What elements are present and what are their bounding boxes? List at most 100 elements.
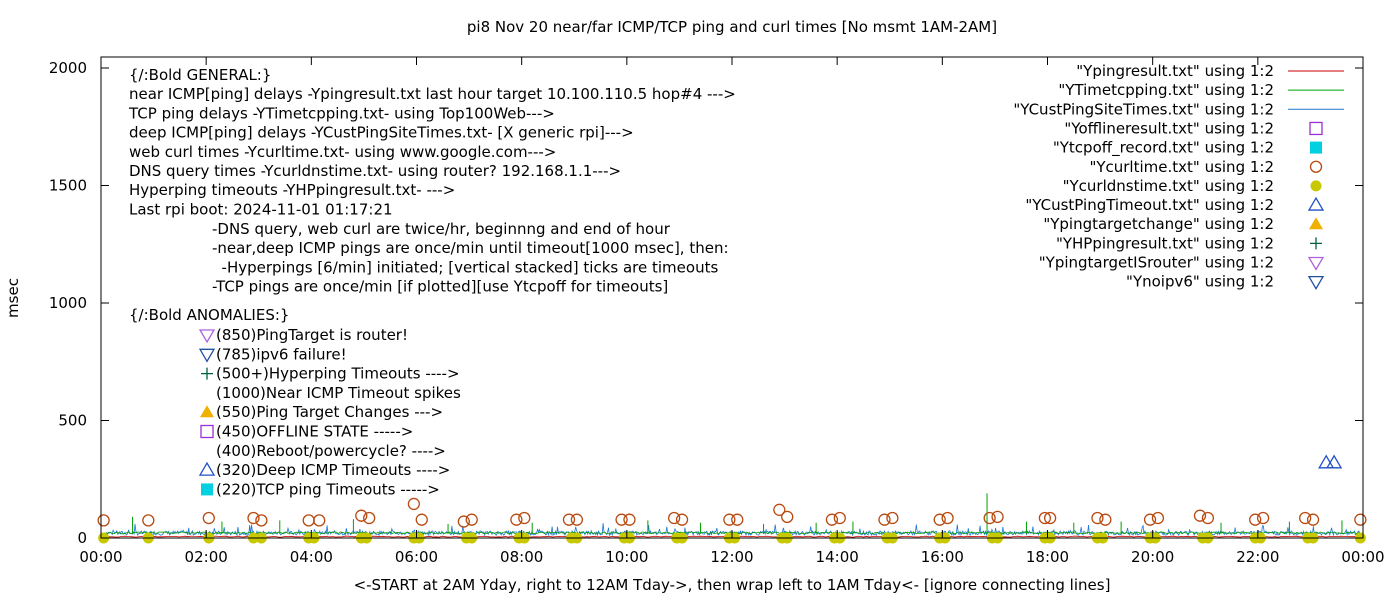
legend-entry-label: "YCustPingSiteTimes.txt" using 1:2 bbox=[1013, 100, 1274, 118]
detail-note-line: -DNS query, web curl are twice/hr, begin… bbox=[212, 220, 671, 238]
curl-time-point bbox=[1038, 511, 1052, 525]
x-tick-label: 06:00 bbox=[395, 548, 438, 566]
anomaly-marker bbox=[198, 348, 216, 363]
legend-entry-label: "YCustPingTimeout.txt" using 1:2 bbox=[1025, 196, 1274, 214]
curl-time-point bbox=[570, 513, 584, 526]
curl-time-point bbox=[941, 511, 954, 525]
y-tick-label: 2000 bbox=[49, 59, 87, 77]
x-tick-label: 04:00 bbox=[290, 548, 333, 566]
curl-time-point bbox=[1091, 511, 1104, 525]
curl-time-point bbox=[1151, 511, 1165, 525]
legend-entry-marker bbox=[1309, 160, 1323, 173]
curl-time-point bbox=[1354, 513, 1367, 526]
general-note-line: Hyperping timeouts -YHPpingresult.txt- -… bbox=[129, 181, 455, 199]
x-tick-label: 00:00 bbox=[1341, 548, 1384, 566]
curl-time-point bbox=[1299, 511, 1312, 525]
curl-time-point bbox=[407, 497, 421, 511]
anomaly-line: (220)TCP ping Timeouts -----> bbox=[216, 480, 440, 498]
curl-time-point bbox=[623, 513, 636, 526]
curl-time-point bbox=[1043, 511, 1057, 525]
curl-time-point bbox=[723, 513, 736, 526]
curl-time-point bbox=[668, 511, 681, 525]
detail-note-line: -TCP pings are once/min [if plotted][use… bbox=[212, 278, 668, 296]
curl-time-point bbox=[781, 510, 794, 523]
y-tick-label: 0 bbox=[77, 529, 87, 547]
curl-time-point bbox=[991, 510, 1004, 523]
anomaly-marker bbox=[201, 367, 213, 380]
legend-entry-label: "Ycurldnstime.txt" using 1:2 bbox=[1063, 177, 1274, 195]
curl-time-point bbox=[465, 513, 478, 526]
x-tick-label: 02:00 bbox=[185, 548, 228, 566]
x-axis-label: <-START at 2AM Yday, right to 12AM Tday-… bbox=[354, 576, 1111, 594]
anomaly-line: (450)OFFLINE STATE -----> bbox=[216, 423, 413, 441]
anomaly-line: (785)ipv6 failure! bbox=[216, 345, 347, 363]
notes-block: {/:Bold GENERAL:}near ICMP[ping] delays … bbox=[128, 66, 736, 296]
curl-time-point bbox=[731, 513, 744, 526]
legend-entry-marker bbox=[1309, 121, 1323, 136]
x-tick-label: 20:00 bbox=[1131, 548, 1174, 566]
curl-time-point bbox=[833, 511, 846, 525]
curl-time-point bbox=[255, 514, 268, 527]
y-tick-label: 1000 bbox=[49, 294, 87, 312]
anomaly-line: (400)Reboot/powercycle? ----> bbox=[216, 442, 446, 460]
curl-time-point bbox=[1099, 513, 1112, 526]
x-tick-label: 22:00 bbox=[1236, 548, 1279, 566]
legend-entry-marker bbox=[1307, 275, 1325, 290]
chart-title: pi8 Nov 20 near/far ICMP/TCP ping and cu… bbox=[467, 18, 997, 36]
legend-entry-label: "YHPpingresult.txt" using 1:2 bbox=[1056, 234, 1274, 252]
curl-time-point bbox=[518, 511, 531, 525]
legend-entry-marker bbox=[1307, 256, 1325, 271]
anomaly-marker bbox=[201, 483, 213, 496]
curl-time-point bbox=[562, 513, 576, 526]
general-note-line: Last rpi boot: 2024-11-01 01:17:21 bbox=[129, 200, 393, 218]
curl-time-point bbox=[1256, 511, 1270, 525]
curl-time-point bbox=[886, 511, 899, 525]
legend-entry-marker bbox=[1307, 196, 1325, 211]
general-note-line: near ICMP[ping] delays -Ypingresult.txt … bbox=[129, 85, 736, 103]
y-axis-label: msec bbox=[4, 278, 22, 318]
x-tick-label: 14:00 bbox=[816, 548, 859, 566]
curl-time-point bbox=[1193, 509, 1207, 522]
deep-icmp-timeout-point bbox=[1325, 454, 1343, 469]
curl-time-point bbox=[302, 514, 315, 527]
anomaly-marker bbox=[200, 405, 214, 418]
general-note-line: {/:Bold GENERAL:} bbox=[129, 66, 271, 84]
legend: "Ypingresult.txt" using 1:2"YTimetcpping… bbox=[1013, 62, 1344, 291]
curl-time-point bbox=[773, 503, 786, 516]
curl-time-point bbox=[313, 514, 326, 527]
curl-time-point bbox=[142, 514, 155, 527]
x-tick-label: 08:00 bbox=[500, 548, 543, 566]
detail-note-line: -near,deep ICMP pings are once/min until… bbox=[212, 239, 729, 257]
legend-entry-label: "Ynoipv6" using 1:2 bbox=[1126, 273, 1274, 291]
curl-time-point bbox=[1306, 513, 1320, 526]
legend-entry-marker bbox=[1310, 237, 1322, 250]
curl-time-point bbox=[363, 511, 376, 525]
anomaly-marker bbox=[198, 461, 216, 476]
curl-time-point bbox=[355, 509, 368, 522]
curl-time-point bbox=[247, 511, 260, 525]
curl-time-point bbox=[202, 511, 215, 525]
anomaly-line: (1000)Near ICMP Timeout spikes bbox=[216, 384, 461, 402]
legend-entry-label: "YpingtargetISrouter" using 1:2 bbox=[1039, 254, 1274, 272]
y-tick-label: 1500 bbox=[49, 177, 87, 195]
curl-time-point bbox=[615, 513, 628, 526]
anomaly-line: (500+)Hyperping Timeouts ----> bbox=[216, 365, 460, 383]
legend-entry-marker bbox=[1309, 217, 1323, 230]
legend-entry-marker bbox=[1310, 141, 1322, 154]
detail-note-line: -Hyperpings [6/min] initiated; [vertical… bbox=[212, 258, 718, 276]
curl-time-point bbox=[415, 513, 428, 526]
curl-time-point bbox=[1143, 513, 1157, 526]
anomalies-title: {/:Bold ANOMALIES:} bbox=[129, 306, 289, 324]
general-note-line: TCP ping delays -YTimetcpping.txt- using… bbox=[128, 104, 555, 122]
deep-icmp-timeout-point bbox=[1318, 454, 1335, 469]
curl-time-point bbox=[457, 515, 470, 528]
curl-time-point bbox=[878, 513, 891, 526]
anomaly-line: (320)Deep ICMP Timeouts ----> bbox=[216, 461, 450, 479]
curl-time-point bbox=[1249, 513, 1262, 526]
legend-entry-label: "YTimetcpping.txt" using 1:2 bbox=[1058, 81, 1274, 99]
curl-time-point bbox=[97, 514, 110, 527]
legend-entry-marker bbox=[1310, 180, 1322, 192]
legend-entry-label: "Ypingresult.txt" using 1:2 bbox=[1076, 62, 1274, 80]
x-tick-label: 00:00 bbox=[79, 548, 122, 566]
anomaly-marker bbox=[198, 329, 216, 344]
